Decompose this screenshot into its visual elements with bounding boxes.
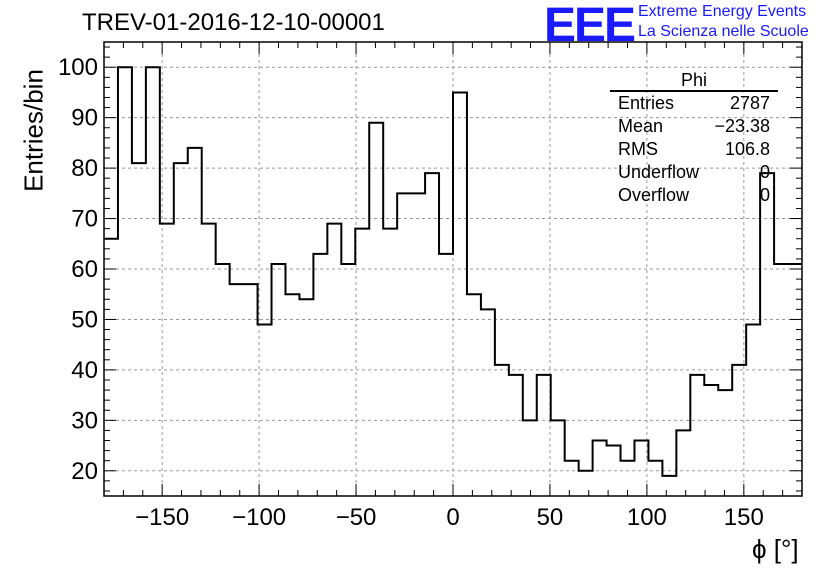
y-tick-label: 50 [71, 306, 98, 333]
x-tick-label: −150 [135, 504, 189, 531]
stats-value: 2787 [729, 93, 770, 113]
stats-label: RMS [618, 139, 658, 159]
x-tick-label: 150 [724, 504, 764, 531]
stats-label: Mean [618, 116, 664, 136]
x-tick-label: 0 [446, 504, 459, 531]
stats-label: Entries [618, 93, 675, 113]
y-tick-label: 90 [71, 105, 98, 132]
stats-row: Mean −23.38 [610, 115, 778, 138]
stats-value: 0 [759, 162, 770, 182]
x-axis-label: ϕ [°] [752, 534, 799, 564]
y-tick-label: 60 [71, 256, 98, 283]
x-tick-label: −100 [232, 504, 286, 531]
brand-line-1: Extreme Energy Events [638, 3, 807, 20]
brand-line-2: La Scienza nelle Scuole [638, 23, 809, 40]
stats-row: Entries 2787 [610, 92, 778, 115]
x-tick-label: −50 [336, 504, 377, 531]
y-tick-label: 80 [71, 155, 98, 182]
histogram-line [104, 66, 802, 477]
stats-value: 106.8 [724, 139, 770, 159]
y-tick-label: 30 [71, 407, 98, 434]
y-tick-label: 70 [71, 206, 98, 233]
stats-value: −23.38 [714, 116, 770, 136]
plot-title: TREV-01-2016-12-10-00001 [82, 9, 385, 36]
y-tick-label: 40 [71, 357, 98, 384]
x-tick-label: 50 [537, 504, 564, 531]
stats-row: Overflow 0 [610, 184, 778, 207]
stats-label: Overflow [618, 185, 690, 205]
y-tick-label: 100 [58, 54, 98, 81]
y-tick-label: 20 [71, 458, 98, 485]
stats-value: 0 [759, 185, 770, 205]
stats-label: Underflow [618, 162, 700, 182]
plot-frame [103, 41, 803, 497]
stats-row: RMS 106.8 [610, 138, 778, 161]
eee-logo: EEE [544, 0, 636, 52]
stats-box: Phi Entries 2787 Mean −23.38 RMS 106.8 U… [610, 70, 778, 207]
stats-title: Phi [610, 70, 778, 92]
stats-row: Underflow 0 [610, 161, 778, 184]
x-tick-label: 100 [627, 504, 667, 531]
